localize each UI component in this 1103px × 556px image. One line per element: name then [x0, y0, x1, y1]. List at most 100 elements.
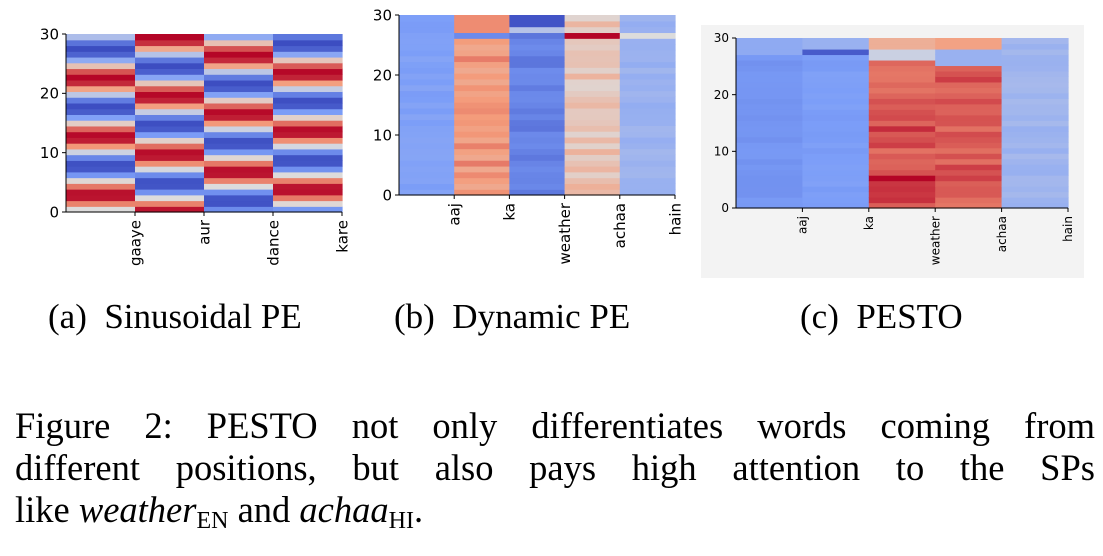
- heatmap-cell: [135, 166, 205, 173]
- heatmap-cell: [619, 90, 676, 97]
- heatmap-cell: [509, 26, 566, 34]
- heatmap-cell: [802, 164, 870, 171]
- heatmap-cell: [399, 136, 455, 144]
- heatmap-cell: [399, 102, 455, 109]
- heatmap-cell: [564, 61, 621, 68]
- heatmap-cell: [273, 166, 343, 173]
- heatmap-cell: [935, 175, 1003, 182]
- heatmap-cell: [273, 114, 343, 121]
- heatmap-cell: [509, 38, 566, 45]
- heatmap-cell: [454, 84, 510, 92]
- heatmap-cell: [135, 97, 205, 104]
- heatmap-cell: [868, 153, 936, 160]
- heatmap-cell: [399, 26, 455, 34]
- heatmap-cell: [399, 15, 455, 22]
- heatmap-cell: [66, 34, 136, 41]
- heatmap-cell: [935, 164, 1003, 171]
- heatmap-cell: [204, 39, 274, 47]
- heatmap-cell: [399, 32, 455, 39]
- heatmap-cell: [204, 102, 274, 110]
- heatmap-cell: [868, 98, 936, 105]
- heatmap-cell: [935, 142, 1003, 149]
- y-tick-label: 0: [721, 201, 729, 215]
- figure-caption: Figure 2: PESTO not only differentiates …: [15, 405, 1095, 542]
- y-tick-label: 20: [714, 88, 729, 102]
- heatmap-cell: [204, 56, 274, 64]
- heatmap-cell: [564, 119, 621, 126]
- heatmap-cell: [802, 169, 870, 176]
- heatmap-cell: [564, 96, 621, 103]
- heatmap-cell: [564, 183, 621, 190]
- heatmap-cell: [454, 171, 510, 179]
- heatmap-cell: [619, 131, 676, 138]
- heatmap-cell: [868, 114, 936, 121]
- heatmap-cell: [273, 68, 343, 75]
- heatmap-cell: [1001, 120, 1069, 127]
- heatmap-cell: [935, 197, 1003, 204]
- heatmap-cell: [802, 158, 870, 165]
- heatmap-cell: [273, 154, 343, 161]
- heatmap-cell: [564, 102, 621, 109]
- y-tick-label: 30: [373, 6, 392, 24]
- heatmap-cell: [509, 189, 566, 196]
- heatmap-cell: [1001, 125, 1069, 132]
- heatmap-cell: [399, 131, 455, 138]
- heatmap-cell: [509, 183, 566, 190]
- heatmap-cell: [399, 38, 455, 45]
- heatmap-cell: [135, 56, 205, 64]
- heatmap-cell: [1001, 147, 1069, 154]
- heatmap-cell: [935, 114, 1003, 121]
- heatmap-cell: [204, 200, 274, 207]
- heatmap-cell: [135, 206, 205, 213]
- heatmap-cell: [802, 120, 870, 127]
- heatmap-cell: [736, 169, 803, 176]
- heatmap-cell: [868, 147, 936, 154]
- heatmap-cell: [736, 38, 803, 45]
- heatmap-cell: [935, 76, 1003, 83]
- heatmap-cell: [868, 175, 936, 182]
- heatmap-cell: [66, 114, 136, 121]
- heatmap-cell: [619, 55, 676, 63]
- heatmap-cell: [509, 131, 566, 138]
- heatmap-cell: [204, 74, 274, 81]
- heatmap-cell: [135, 143, 205, 150]
- heatmap-cell: [619, 73, 676, 80]
- heatmap-cell: [935, 202, 1003, 209]
- heatmap-cell: [736, 153, 803, 160]
- heatmap-cell: [564, 148, 621, 155]
- heatmap-cell: [509, 107, 566, 115]
- heatmap-cell: [736, 136, 803, 143]
- heatmap-cell: [868, 92, 936, 99]
- heatmap-cell: [454, 20, 510, 28]
- heatmap-cell: [736, 81, 803, 88]
- heatmap-cell: [66, 97, 136, 104]
- heatmap-cell: [1001, 54, 1069, 61]
- heatmap-cell: [935, 98, 1003, 105]
- heatmap-cell: [66, 51, 136, 58]
- heatmap-cell: [273, 79, 343, 87]
- heatmap-cell: [736, 48, 803, 56]
- y-tick-label: 30: [714, 31, 729, 45]
- heatmap-cell: [1001, 43, 1069, 50]
- heatmap-cell: [509, 125, 566, 132]
- heatmap-cell: [204, 45, 274, 52]
- heatmap-cell: [135, 68, 205, 75]
- heatmap-cell: [273, 91, 343, 98]
- heatmap-cell: [736, 114, 803, 121]
- heatmap-cell: [135, 39, 205, 47]
- heatmap-cell: [619, 119, 676, 126]
- heatmap-cell: [204, 51, 274, 58]
- heatmap-cell: [935, 158, 1003, 165]
- heatmap-cell: [66, 137, 136, 144]
- heatmap-cell: [802, 153, 870, 160]
- heatmap-cell: [204, 166, 274, 173]
- heatmap-cell: [399, 171, 455, 179]
- heatmap-cell: [273, 108, 343, 115]
- heatmap-cell: [619, 154, 676, 161]
- heatmap-cell: [454, 26, 510, 34]
- heatmap-cell: [868, 43, 936, 50]
- heatmap-cell: [736, 76, 803, 83]
- heatmap-cell: [454, 73, 510, 80]
- heatmap-cell: [399, 119, 455, 126]
- heatmap-cell: [399, 154, 455, 161]
